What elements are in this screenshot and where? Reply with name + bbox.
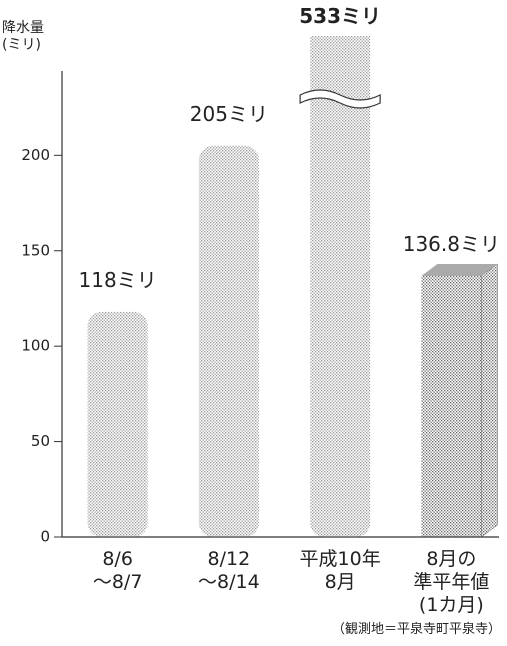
bar-top [421, 263, 498, 276]
y-axis-label: 降水量 (ミリ) [2, 20, 44, 53]
x-tick-label: 8月の 準平年値 (1カ月) [413, 548, 490, 616]
y-tick-label: 50 [31, 432, 50, 450]
y-tick-label: 200 [21, 146, 50, 164]
x-tick-label: 8/12 ～8/14 [198, 548, 260, 593]
source-note: （観測地＝平泉寺町平泉寺） [331, 622, 501, 637]
bar-side [481, 263, 498, 538]
bar [198, 145, 259, 537]
value-label: 533ミリ [299, 4, 381, 28]
x-tick-label: 平成10年 8月 [299, 548, 381, 593]
x-tick-label: 8/6 ～8/7 [92, 548, 143, 593]
y-tick-label: 0 [40, 528, 50, 546]
value-label: 136.8ミリ [402, 231, 500, 256]
value-label: 118ミリ [78, 267, 157, 292]
bars [87, 36, 498, 538]
value-label: 205ミリ [189, 101, 268, 126]
y-tick-label: 150 [21, 241, 50, 259]
y-tick-label: 100 [21, 337, 50, 355]
bar [310, 36, 371, 537]
bar [421, 275, 482, 537]
bar [87, 311, 148, 537]
break-mark [299, 89, 381, 109]
